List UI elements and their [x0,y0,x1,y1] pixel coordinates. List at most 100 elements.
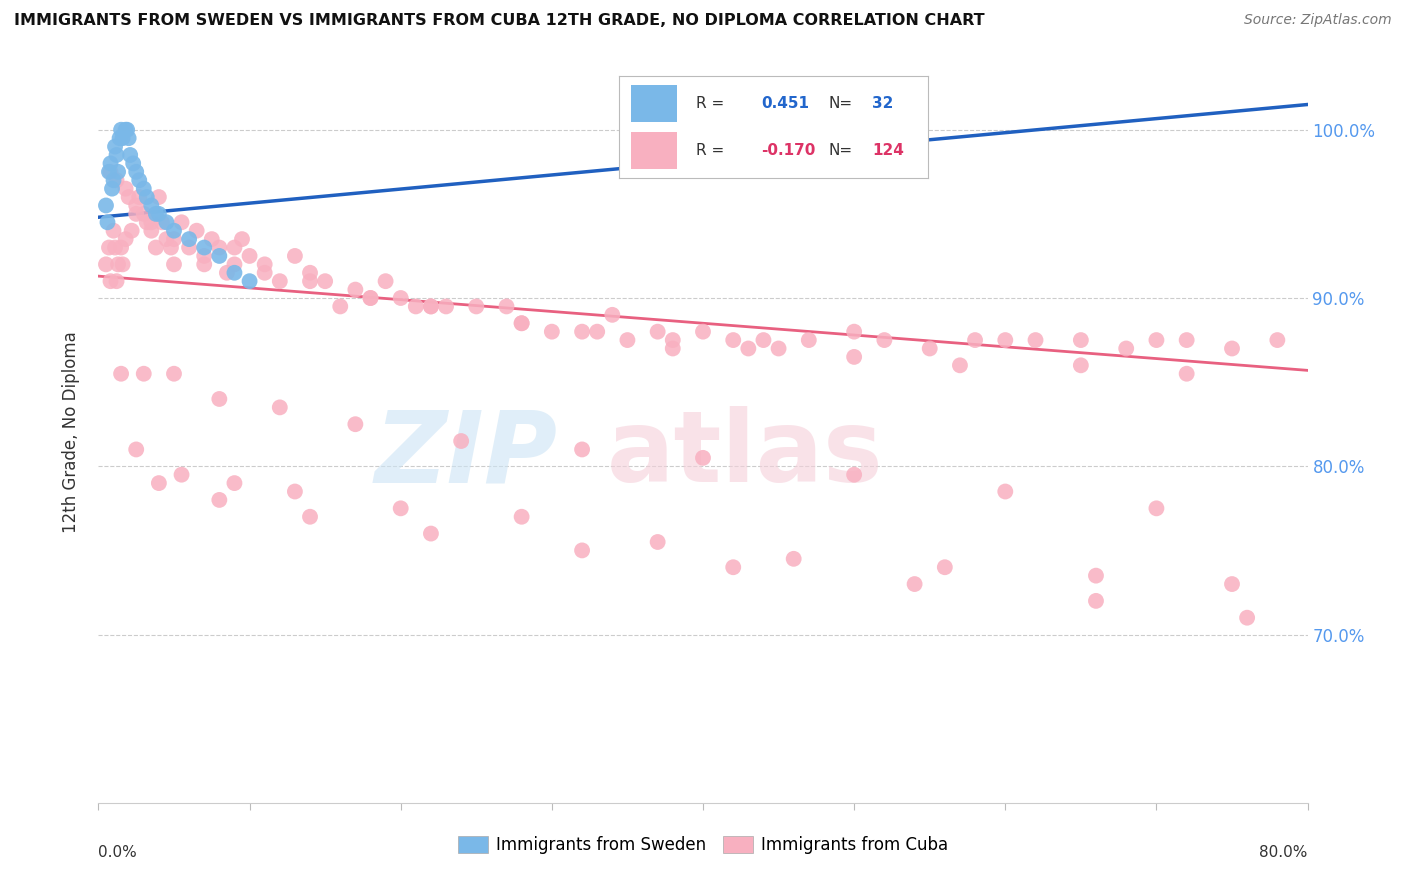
Point [111,131,134,145]
Point [128,190,150,204]
Text: N=: N= [830,96,853,111]
Point [155,215,177,229]
Text: R =: R = [696,144,724,158]
Point [284,249,307,263]
Point [121,224,143,238]
Text: IMMIGRANTS FROM SWEDEN VS IMMIGRANTS FROM CUBA 12TH GRADE, NO DIPLOMA CORRELATIO: IMMIGRANTS FROM SWEDEN VS IMMIGRANTS FRO… [14,13,984,29]
Point [125,198,148,212]
Point [110,241,132,255]
Point [114,181,136,195]
Point [844,467,866,482]
Point [224,241,246,255]
Point [155,232,177,246]
Point [98,241,121,255]
Point [224,476,246,491]
Point [299,266,322,280]
Point [145,207,167,221]
Point [661,342,683,356]
Point [114,232,136,246]
Point [145,241,167,255]
Point [737,342,759,356]
Point [148,207,170,221]
Point [122,156,145,170]
Point [105,274,128,288]
Point [465,300,488,314]
Point [374,274,396,288]
Text: 124: 124 [872,144,904,158]
Point [105,173,128,187]
Point [179,241,201,255]
Point [150,215,173,229]
Point [100,156,122,170]
Point [844,325,866,339]
Point [904,577,927,591]
Point [994,484,1017,499]
Point [104,139,127,153]
Point [208,492,231,507]
Point [101,181,124,195]
Point [115,122,138,136]
Point [170,215,193,229]
Point [360,291,382,305]
Point [844,350,866,364]
Point [314,274,336,288]
Point [120,148,142,162]
Point [1024,333,1046,347]
Point [193,241,215,255]
Point [344,283,367,297]
Point [1236,611,1258,625]
Point [723,560,745,574]
Point [389,501,412,516]
Point [873,333,896,347]
Point [170,467,193,482]
Point [571,442,593,457]
Point [269,401,291,415]
Point [420,300,443,314]
Point [420,300,443,314]
Point [299,509,322,524]
Point [450,434,472,448]
Point [1175,367,1198,381]
Point [110,367,132,381]
Point [510,509,533,524]
Text: -0.170: -0.170 [761,144,815,158]
Point [616,106,638,120]
Point [94,257,117,271]
Point [269,274,291,288]
Point [1175,333,1198,347]
Point [107,165,129,179]
Point [110,122,132,136]
Point [163,257,186,271]
Point [616,333,638,347]
Point [239,274,262,288]
Point [125,165,148,179]
Point [132,207,155,221]
Point [148,190,170,204]
Point [125,207,148,221]
Point [107,257,129,271]
Point [103,173,125,187]
Text: N=: N= [830,144,853,158]
Point [1144,333,1167,347]
Point [208,249,231,263]
Point [163,224,186,238]
Point [96,215,118,229]
Point [148,476,170,491]
Point [128,173,150,187]
Point [186,224,208,238]
Point [111,257,134,271]
Point [224,257,246,271]
Point [94,198,117,212]
Point [118,131,141,145]
Point [1144,501,1167,516]
Point [253,266,276,280]
Point [1115,342,1137,356]
Point [132,181,155,195]
Point [994,333,1017,347]
Point [253,257,276,271]
Point [918,342,941,356]
Point [1267,333,1289,347]
Point [571,543,593,558]
Point [329,300,352,314]
Point [692,450,714,465]
